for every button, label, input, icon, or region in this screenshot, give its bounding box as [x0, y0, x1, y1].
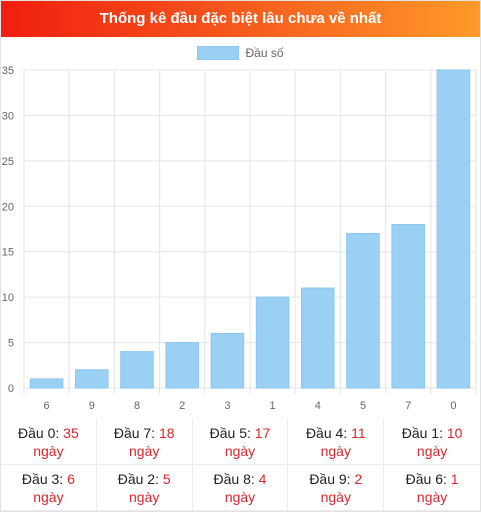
y-tick-label: 0: [8, 383, 14, 395]
bar-2: [165, 342, 199, 389]
stat-value: 35: [63, 424, 79, 441]
y-tick-label: 10: [2, 292, 14, 304]
bar-chart: 0 5 10 15 20 25 30 35 6 9 8 2 3 1 4 5 7 0: [2, 65, 477, 412]
stat-label: Đầu 8:: [213, 470, 255, 487]
x-tick-label: 3: [224, 400, 230, 412]
stat-unit: ngày: [320, 488, 351, 505]
x-tick-label: 7: [405, 400, 411, 412]
stat-cell: Đầu 7: 18 ngày: [96, 419, 193, 465]
x-tick-label: 4: [315, 400, 321, 412]
stat-value: 11: [351, 424, 366, 441]
stat-label: Đầu 5:: [209, 424, 251, 441]
stat-value: 17: [254, 424, 271, 441]
stat-cell: Đầu 1: 10 ngày: [384, 419, 480, 465]
stat-label: Đầu 9:: [309, 470, 351, 487]
stat-cell: Đầu 6: 1 ngày: [384, 465, 480, 511]
stat-unit: ngày: [33, 488, 64, 505]
stat-label: Đầu 2:: [117, 470, 159, 487]
stat-cell: Đầu 9: 2 ngày: [288, 465, 385, 511]
bar-5: [346, 233, 380, 389]
stats-grid: Đầu 0: 35 ngày Đầu 7: 18 ngày Đầu 5: 17 ngà…: [1, 419, 480, 511]
stat-value: 4: [258, 470, 267, 487]
bar-9: [75, 369, 109, 389]
x-tick-label: 9: [89, 400, 95, 412]
stat-cell: Đầu 5: 17 ngày: [192, 419, 289, 465]
stat-value: 1: [450, 470, 459, 487]
stat-value: 2: [354, 470, 363, 487]
x-tick-label: 5: [360, 400, 366, 412]
x-tick-label: 2: [179, 400, 185, 412]
stat-label: Đầu 7:: [113, 424, 156, 441]
stat-cell: Đầu 8: 4 ngày: [192, 465, 289, 511]
y-tick-label: 25: [2, 156, 14, 168]
x-tick-label: 6: [44, 400, 50, 412]
stat-label: Đầu 0:: [18, 424, 60, 441]
y-tick-label: 30: [2, 110, 14, 122]
stat-label: Đầu 1:: [401, 424, 443, 441]
bar-3: [210, 332, 245, 389]
bar-0: [436, 69, 471, 389]
y-tick-label: 5: [8, 338, 14, 350]
chart-legend[interactable]: Đầu số: [1, 45, 480, 61]
stat-label: Đầu 4:: [305, 424, 348, 441]
stat-unit: ngày: [33, 442, 64, 459]
bar-6: [29, 378, 64, 389]
stat-unit: ngày: [416, 442, 448, 459]
stat-unit: ngày: [320, 442, 351, 459]
x-tick-label: 1: [270, 400, 276, 412]
stat-cell: Đầu 4: 11 ngày: [288, 419, 385, 465]
y-tick-label: 20: [2, 201, 14, 213]
legend-swatch: [197, 45, 240, 60]
stat-unit: ngày: [129, 442, 160, 459]
stat-label: Đầu 6:: [405, 470, 447, 487]
stat-label: Đầu 3:: [21, 470, 64, 487]
bar-4: [301, 287, 335, 389]
stat-cell: Đầu 2: 5 ngày: [96, 465, 193, 511]
stat-unit: ngày: [224, 442, 256, 459]
y-tick-label: 35: [2, 65, 14, 77]
stat-value: 18: [158, 424, 175, 441]
bar-8: [120, 351, 154, 389]
x-tick-label: 8: [134, 400, 140, 412]
stat-value: 6: [67, 470, 75, 487]
stat-unit: ngày: [129, 488, 160, 505]
x-tick-label: 0: [450, 400, 456, 412]
stat-value: 10: [446, 424, 463, 441]
stat-unit: ngày: [416, 488, 448, 505]
legend-label: Đầu số: [245, 45, 284, 60]
stat-unit: ngày: [224, 488, 256, 505]
y-tick-label: 15: [2, 247, 14, 259]
stat-cell: Đầu 3: 6 ngày: [1, 465, 97, 511]
stat-cell: Đầu 0: 35 ngày: [1, 419, 97, 465]
stat-value: 5: [162, 470, 171, 487]
bar-1: [255, 296, 290, 389]
bar-7: [391, 223, 425, 389]
widget-title: Thống kê đầu đặc biệt lâu chưa về nhất: [1, 1, 480, 37]
